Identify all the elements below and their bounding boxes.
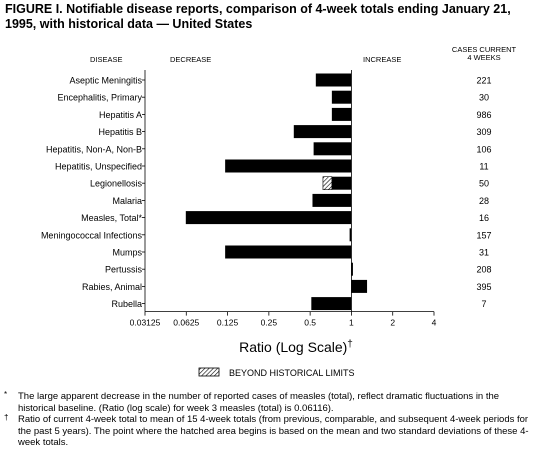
cases-value: 395 (476, 282, 491, 292)
footnote: † Ratio of current 4-week total to mean o… (4, 413, 534, 449)
footnotes: * The large apparent decrease in the numb… (4, 390, 534, 449)
category-label: Legionellosis (90, 179, 143, 189)
cases-value: 28 (479, 196, 489, 206)
x-tick-label: 0.125 (217, 318, 239, 328)
category-label: Pertussis (105, 265, 143, 275)
x-axis-label: Ratio (Log Scale)† (239, 339, 353, 355)
category-label: Hepatitis, Non-A, Non-B (46, 144, 142, 154)
category-label: Hepatitis B (98, 127, 142, 137)
footnote-mark: † (4, 413, 9, 422)
x-tick-label: 0.0625 (173, 318, 199, 328)
bar (225, 245, 352, 259)
cases-value: 157 (476, 230, 491, 240)
beyond-limits-hatch (322, 176, 333, 190)
figure-title: FIGURE I. Notifiable disease reports, co… (5, 2, 511, 31)
bar (315, 73, 352, 87)
disease-column-header: DISEASE (90, 55, 123, 64)
cases-value: 7 (481, 299, 486, 309)
category-label: Meningococcal Infections (41, 230, 143, 240)
footnote-mark: * (4, 390, 8, 399)
bar (313, 142, 352, 156)
bar (293, 125, 352, 139)
category-label: Hepatitis A (99, 110, 142, 120)
category-label: Aseptic Meningitis (69, 76, 142, 86)
x-axis-label-mark: † (347, 339, 353, 350)
bar (331, 107, 352, 121)
cases-value: 208 (476, 265, 491, 275)
cases-value: 106 (476, 144, 491, 154)
legend: BEYOND HISTORICAL LIMITS (198, 367, 355, 378)
legend-label: BEYOND HISTORICAL LIMITS (229, 368, 355, 378)
cases-value: 16 (479, 213, 489, 223)
cases-value: 11 (479, 162, 488, 172)
category-label: Rubella (111, 299, 142, 309)
decrease-header: DECREASE (170, 55, 211, 64)
category-label: Hepatitis, Unspecified (55, 162, 142, 172)
cases-value: 30 (479, 93, 489, 103)
footnote-text: The large apparent decrease in the numbe… (18, 391, 500, 414)
cases-value: 221 (476, 76, 491, 86)
x-tick-label: 2 (390, 318, 395, 328)
footnote: * The large apparent decrease in the numb… (4, 390, 534, 414)
cases-value: 986 (476, 110, 491, 120)
category-label: Malaria (112, 196, 142, 206)
cases-value: 50 (479, 179, 489, 189)
x-tick-label: 0.03125 (130, 318, 161, 328)
category-label: Mumps (112, 248, 142, 258)
bar (225, 159, 352, 173)
increase-header: INCREASE (363, 55, 401, 64)
chart: DISEASE DECREASE INCREASE CASES CURRENT 4… (41, 45, 517, 378)
category-label: Rabies, Animal (82, 282, 142, 292)
bar (349, 228, 352, 242)
bar (185, 211, 352, 225)
category-label: Measles, Total* (81, 213, 142, 223)
bar (312, 193, 352, 207)
legend-hatch-swatch (198, 367, 220, 377)
category-label: Encephalitis, Primary (57, 93, 142, 103)
cases-value: 309 (476, 127, 491, 137)
bar (331, 90, 352, 104)
bar (311, 297, 352, 311)
cases-value: 31 (479, 248, 489, 258)
x-tick-label: 0.5 (304, 318, 316, 328)
footnote-text: Ratio of current 4-week total to mean of… (18, 414, 529, 448)
x-tick-label: 1 (349, 318, 354, 328)
bar (351, 262, 353, 276)
x-tick-label: 4 (432, 318, 437, 328)
bar (351, 279, 368, 293)
cases-column-header: CASES CURRENT 4 WEEKS (452, 45, 517, 62)
x-tick-label: 0.25 (261, 318, 278, 328)
